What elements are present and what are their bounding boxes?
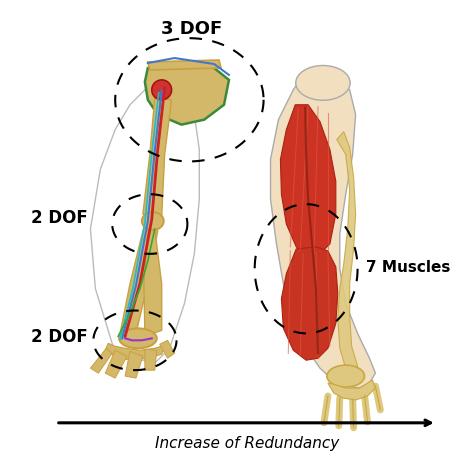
Polygon shape — [91, 348, 112, 373]
Ellipse shape — [327, 365, 365, 387]
Polygon shape — [328, 380, 375, 400]
Polygon shape — [281, 106, 336, 257]
Ellipse shape — [296, 67, 350, 101]
Polygon shape — [145, 63, 229, 125]
Polygon shape — [145, 349, 157, 370]
Ellipse shape — [119, 329, 157, 348]
Circle shape — [152, 81, 172, 101]
Text: 7 Muscles: 7 Muscles — [365, 260, 450, 274]
Polygon shape — [148, 61, 221, 71]
Text: 2 DOF: 2 DOF — [31, 328, 88, 346]
Polygon shape — [125, 352, 143, 378]
Polygon shape — [160, 341, 174, 358]
Polygon shape — [271, 76, 375, 388]
Text: 2 DOF: 2 DOF — [31, 209, 88, 227]
Text: 3 DOF: 3 DOF — [161, 20, 222, 38]
Polygon shape — [105, 351, 127, 378]
Polygon shape — [337, 132, 357, 376]
Text: Increase of Redundancy: Increase of Redundancy — [155, 435, 339, 450]
Polygon shape — [120, 228, 158, 336]
Ellipse shape — [142, 213, 164, 230]
Polygon shape — [105, 343, 164, 360]
Polygon shape — [144, 228, 162, 334]
Polygon shape — [282, 247, 338, 360]
Polygon shape — [143, 99, 172, 222]
